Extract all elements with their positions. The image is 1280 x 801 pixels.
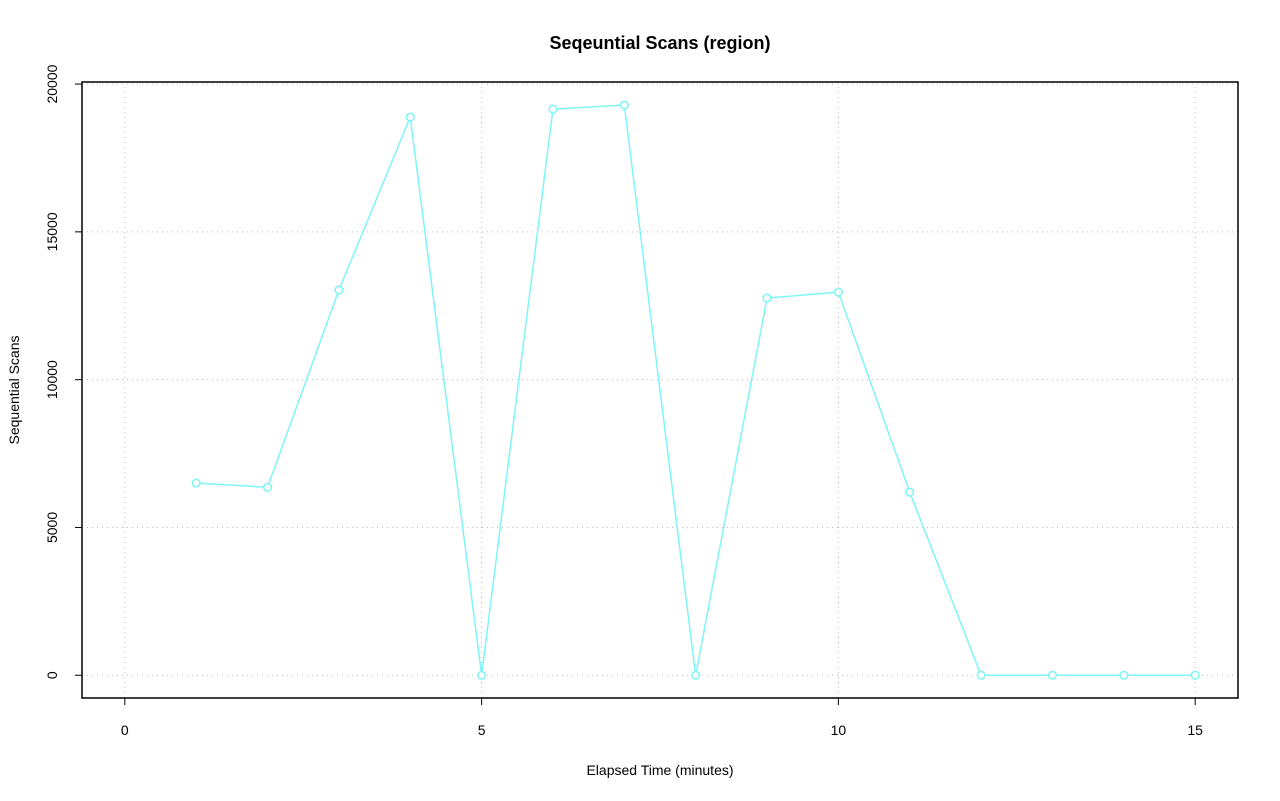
data-point [191, 478, 201, 488]
data-point [833, 287, 843, 297]
x-tick-label: 0 [121, 722, 129, 738]
y-axis-label: Sequential Scans [6, 336, 22, 445]
y-tick-label: 10000 [44, 360, 60, 399]
data-point [762, 293, 772, 303]
x-axis-label: Elapsed Time (minutes) [586, 762, 733, 778]
data-point [1047, 670, 1058, 680]
data-point [619, 100, 629, 110]
data-point [334, 285, 344, 295]
data-line [196, 104, 1196, 676]
plot-frame [81, 81, 1239, 699]
data-point [1119, 670, 1129, 680]
data-point [905, 487, 915, 497]
data-point [1190, 670, 1200, 680]
data-point [405, 112, 415, 122]
data-point [691, 670, 701, 680]
data-point [262, 482, 273, 492]
data-point [477, 670, 487, 680]
x-tick-label: 5 [478, 722, 486, 738]
y-tick-label: 0 [44, 671, 60, 679]
y-tick-label: 15000 [44, 212, 60, 251]
x-tick-label: 10 [831, 722, 847, 738]
chart-title: Seqeuntial Scans (region) [549, 33, 770, 53]
data-point [976, 670, 986, 680]
x-tick-label: 15 [1187, 722, 1203, 738]
y-tick-label: 20000 [44, 64, 60, 103]
data-point [548, 104, 558, 114]
y-tick-label: 5000 [44, 512, 60, 543]
